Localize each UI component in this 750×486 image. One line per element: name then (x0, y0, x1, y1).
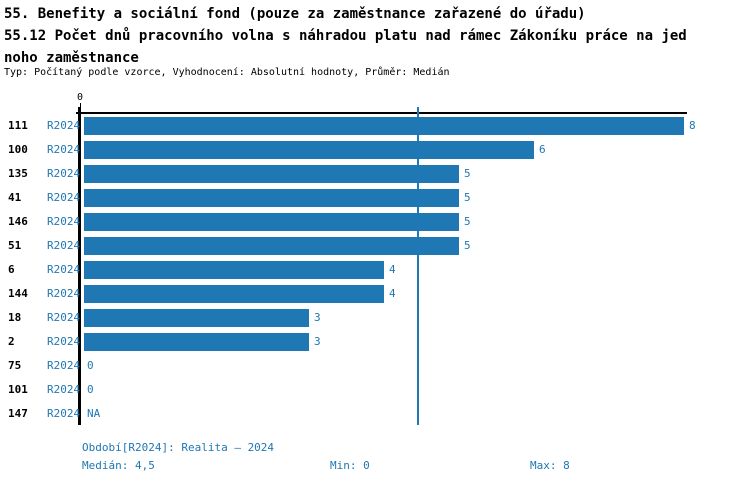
row-category-label: 41 (8, 191, 22, 204)
chart-row: 2 R2024 3 (0, 330, 750, 354)
row-category-label: 101 (8, 383, 28, 396)
row-category-label: 111 (8, 119, 28, 132)
bar-value-label: 3 (314, 335, 321, 348)
chart-meta-info: Typ: Počítaný podle vzorce, Vyhodnocení:… (4, 67, 450, 78)
chart-row: 51 R2024 5 (0, 234, 750, 258)
row-category-label: 51 (8, 239, 22, 252)
chart-row: 101 R2024 0 (0, 378, 750, 402)
bar (84, 261, 384, 279)
row-series-label: R2024 (47, 263, 81, 276)
row-category-label: 18 (8, 311, 22, 324)
x-axis-tick-label: 0 (76, 92, 84, 103)
bar (84, 333, 309, 351)
bar-chart: 0 111 R2024 8 100 R2024 6 135 R2024 5 41 R2024 5 146… (0, 90, 750, 435)
row-category-label: 6 (8, 263, 15, 276)
bar (84, 165, 459, 183)
legend-period: Období[R2024]: Realita – 2024 (82, 441, 275, 454)
bar-value-label: 5 (464, 191, 471, 204)
row-category-label: 75 (8, 359, 22, 372)
chart-row: 41 R2024 5 (0, 186, 750, 210)
row-category-label: 146 (8, 215, 28, 228)
row-category-label: 147 (8, 407, 28, 420)
bar-value-label: 3 (314, 311, 321, 324)
bar-value-label: 0 (87, 359, 94, 372)
row-series-label: R2024 (47, 215, 81, 228)
x-axis-line (76, 112, 687, 114)
stat-median: Medián: 4,5 (82, 459, 155, 472)
bar (84, 141, 534, 159)
stat-min: Min: 0 (330, 459, 370, 472)
bar (84, 189, 459, 207)
bar-value-label: 4 (389, 263, 396, 276)
chart-row: 147 R2024 NA (0, 402, 750, 426)
bar (84, 309, 309, 327)
chart-row: 18 R2024 3 (0, 306, 750, 330)
chart-title-line3: noho zaměstnance (4, 50, 139, 66)
chart-row: 135 R2024 5 (0, 162, 750, 186)
chart-title-line2: 55.12 Počet dnů pracovního volna s náhra… (4, 28, 687, 44)
bar (84, 117, 684, 135)
row-category-label: 2 (8, 335, 15, 348)
row-category-label: 144 (8, 287, 28, 300)
bar-value-label: 5 (464, 167, 471, 180)
chart-row: 144 R2024 4 (0, 282, 750, 306)
row-category-label: 100 (8, 143, 28, 156)
median-reference-line (417, 107, 419, 425)
bar-value-label: 8 (689, 119, 696, 132)
bar-value-label: NA (87, 407, 101, 420)
bar (84, 237, 459, 255)
row-series-label: R2024 (47, 143, 81, 156)
row-series-label: R2024 (47, 167, 81, 180)
bar-value-label: 5 (464, 215, 471, 228)
y-axis-line (78, 107, 81, 425)
chart-row: 100 R2024 6 (0, 138, 750, 162)
row-series-label: R2024 (47, 407, 81, 420)
row-series-label: R2024 (47, 335, 81, 348)
chart-title-line1: 55. Benefity a sociální fond (pouze za z… (4, 6, 586, 22)
bar (84, 213, 459, 231)
chart-row: 146 R2024 5 (0, 210, 750, 234)
chart-row: 111 R2024 8 (0, 114, 750, 138)
bar (84, 285, 384, 303)
row-series-label: R2024 (47, 311, 81, 324)
bar-value-label: 5 (464, 239, 471, 252)
row-series-label: R2024 (47, 119, 81, 132)
bar-value-label: 4 (389, 287, 396, 300)
row-series-label: R2024 (47, 191, 81, 204)
bar-value-label: 0 (87, 383, 94, 396)
row-series-label: R2024 (47, 383, 81, 396)
row-series-label: R2024 (47, 287, 81, 300)
row-series-label: R2024 (47, 359, 81, 372)
row-series-label: R2024 (47, 239, 81, 252)
row-category-label: 135 (8, 167, 28, 180)
chart-row: 75 R2024 0 (0, 354, 750, 378)
chart-row: 6 R2024 4 (0, 258, 750, 282)
bar-value-label: 6 (539, 143, 546, 156)
stat-max: Max: 8 (530, 459, 570, 472)
